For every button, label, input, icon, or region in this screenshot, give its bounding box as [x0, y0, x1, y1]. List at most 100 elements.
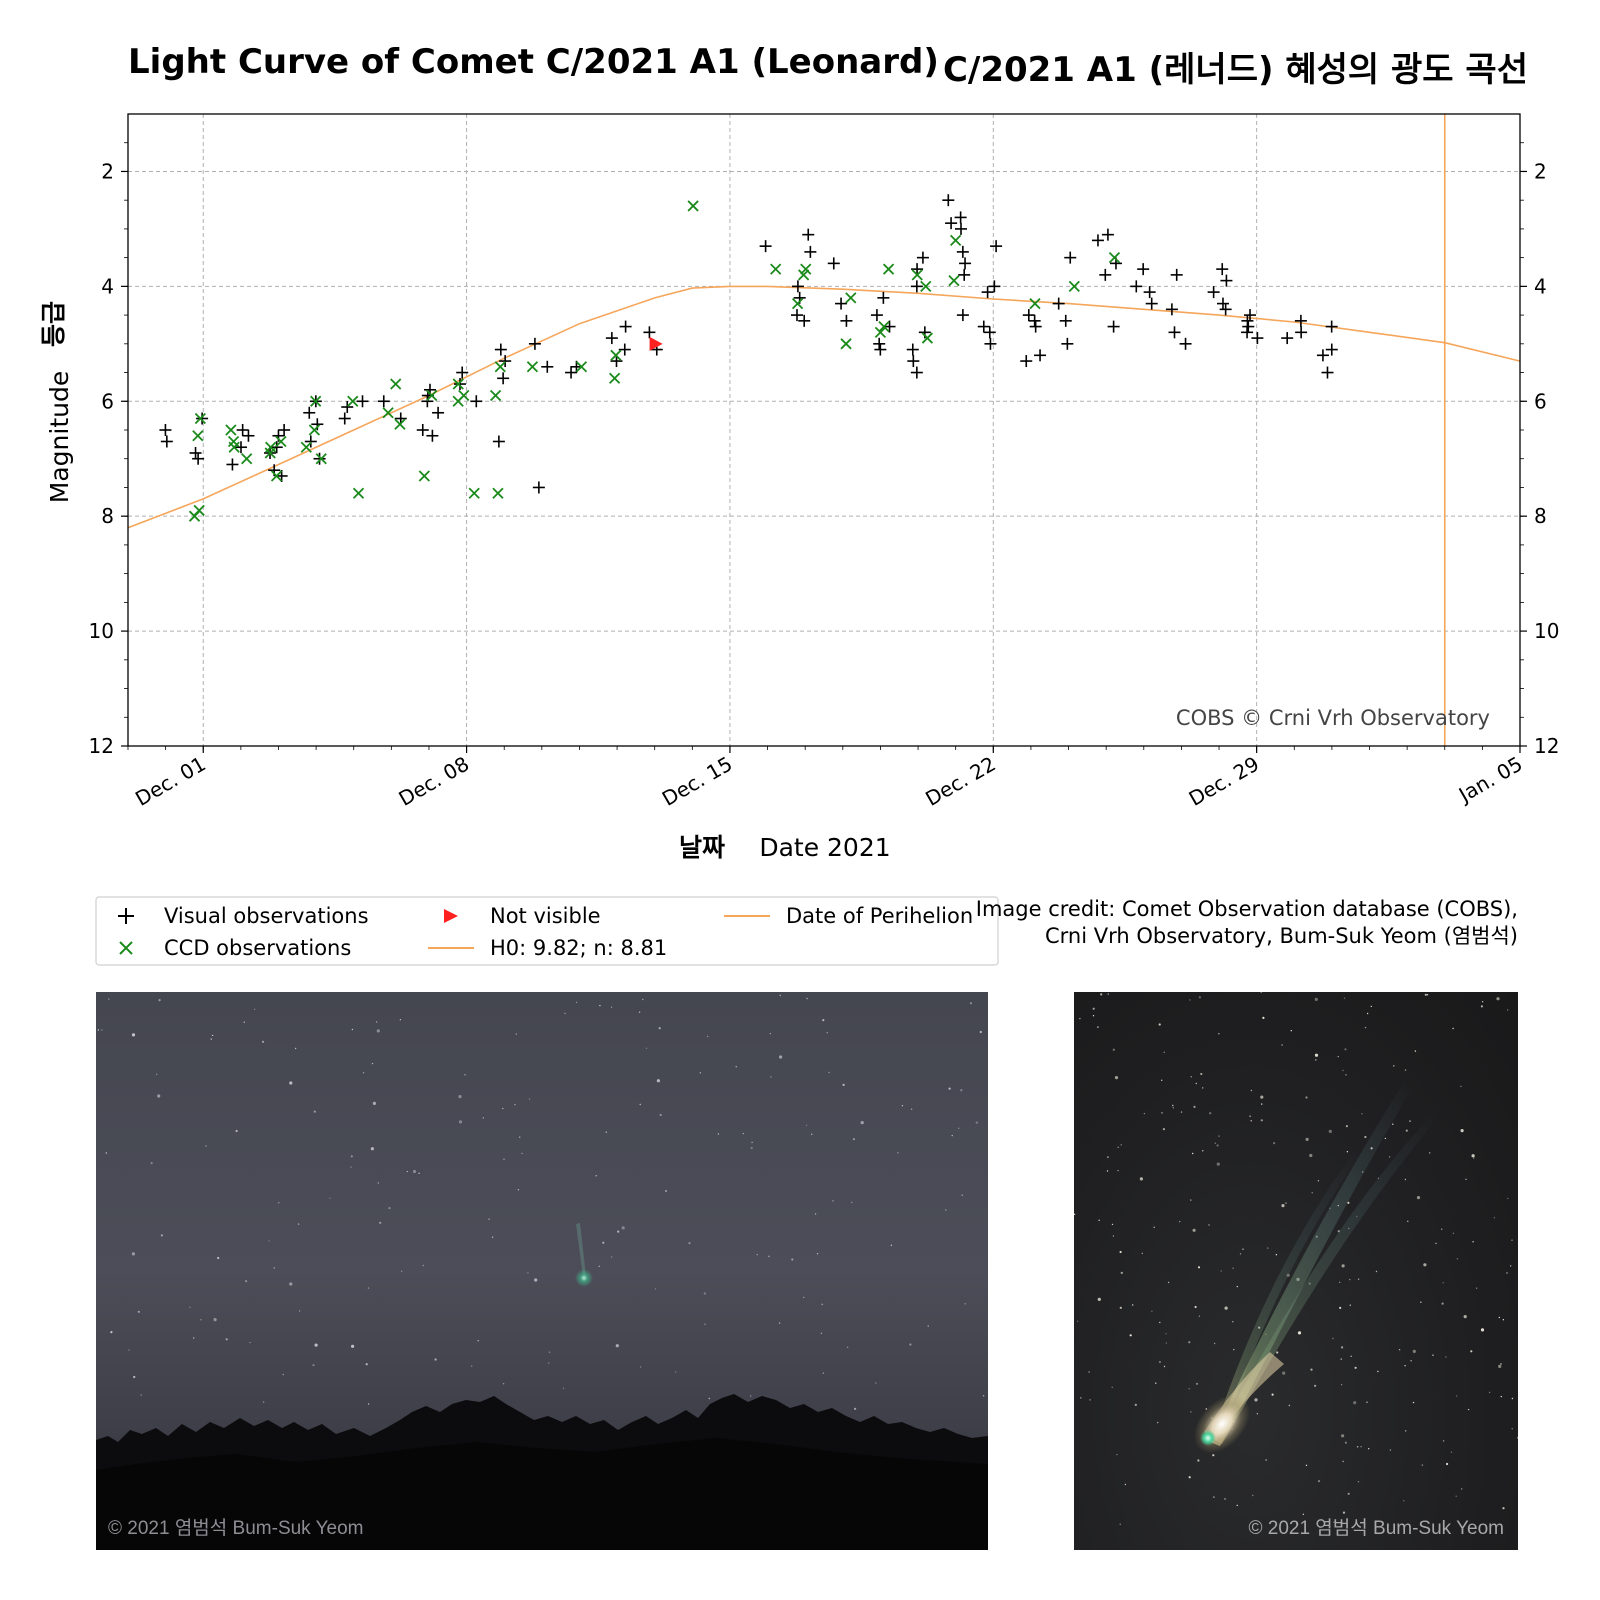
star	[1200, 1072, 1203, 1076]
star	[1460, 1085, 1462, 1088]
visual-observation-point	[1137, 263, 1150, 276]
star	[1290, 1030, 1292, 1032]
visual-observation-point	[910, 280, 923, 293]
star	[1172, 1104, 1174, 1107]
credit-line-1: Image credit: Comet Observation database…	[975, 897, 1518, 921]
ccd-observation-point	[770, 263, 782, 275]
star	[639, 1366, 642, 1368]
star	[756, 1254, 758, 1256]
star	[1179, 1220, 1181, 1223]
star	[1480, 1005, 1483, 1008]
x-tick-label: Dec. 08	[395, 752, 474, 811]
star	[1079, 1017, 1081, 1020]
ccd-observation-point	[265, 441, 277, 453]
star	[388, 1207, 391, 1210]
visual-observation-point	[341, 401, 354, 414]
star	[1189, 999, 1191, 1001]
star	[645, 1047, 648, 1049]
credit-line-2: Crni Vrh Observatory, Bum-Suk Yeom (염범석)	[1044, 924, 1518, 948]
legend: Visual observations CCD observations Not…	[95, 896, 999, 966]
visual-observation-point	[454, 378, 467, 391]
visual-observation-point	[804, 245, 817, 258]
ccd-marker-b	[452, 378, 464, 390]
star	[951, 1134, 953, 1137]
ccd-marker-b	[949, 234, 962, 247]
ccd-observation-point	[797, 269, 810, 281]
star	[1158, 1360, 1161, 1364]
visual-observation-point	[618, 343, 631, 356]
star	[1442, 1282, 1444, 1284]
star	[97, 1029, 100, 1031]
star	[842, 1083, 845, 1086]
star	[1507, 1009, 1509, 1011]
visual-observation-point	[1145, 297, 1158, 310]
visual-observation-point	[916, 251, 929, 264]
star	[1208, 1224, 1210, 1226]
visual-observation-point	[1241, 326, 1254, 339]
star	[312, 1364, 315, 1367]
star	[979, 1030, 982, 1034]
star	[1470, 1350, 1473, 1353]
star	[1097, 1297, 1101, 1301]
star	[778, 1322, 781, 1324]
ccd-marker-b	[270, 470, 283, 482]
visual-observation-point	[981, 286, 994, 299]
visual-observation-point	[911, 263, 924, 276]
star	[1163, 1365, 1166, 1368]
star	[1317, 1180, 1320, 1182]
x-tick-label: Dec. 22	[921, 752, 1000, 811]
star	[101, 1029, 103, 1031]
star	[1132, 1304, 1134, 1306]
star	[1456, 1258, 1459, 1260]
visual-observation-point	[1034, 349, 1047, 362]
star	[1429, 1152, 1431, 1154]
star	[1435, 1242, 1437, 1245]
star	[1500, 1395, 1502, 1398]
ccd-observation-point	[452, 395, 464, 407]
star	[1119, 1306, 1122, 1309]
ccd-marker-b	[418, 470, 430, 482]
visual-observation-point	[1165, 303, 1178, 316]
star	[1159, 1321, 1161, 1324]
visual-observation-point	[827, 257, 840, 270]
star	[1153, 1226, 1155, 1228]
star	[1309, 1153, 1313, 1158]
star	[1202, 1087, 1204, 1089]
star	[769, 1032, 772, 1035]
star	[1112, 1048, 1115, 1051]
star	[1511, 1397, 1514, 1400]
star	[1165, 1342, 1167, 1344]
star	[1111, 1386, 1113, 1388]
star	[225, 1338, 228, 1341]
visual-observation-point	[1091, 234, 1104, 247]
star	[595, 1175, 597, 1177]
star	[1350, 1355, 1352, 1357]
star	[1236, 1504, 1238, 1507]
star	[806, 997, 808, 1000]
star	[313, 1110, 316, 1113]
star	[1410, 1360, 1412, 1362]
star	[1341, 1264, 1345, 1268]
star	[1134, 1403, 1137, 1406]
star	[376, 1029, 380, 1033]
star	[1089, 1399, 1091, 1401]
ccd-observation-point	[840, 338, 852, 350]
visual-observation-point	[791, 280, 804, 293]
legend-label-perihelion: Date of Perihelion	[786, 904, 973, 928]
star	[1276, 1351, 1279, 1354]
star	[704, 1323, 706, 1325]
ccd-marker-b	[882, 263, 895, 275]
star	[1421, 1464, 1424, 1466]
star	[527, 1272, 529, 1274]
star	[1190, 1076, 1192, 1078]
star	[1493, 1217, 1496, 1219]
star	[351, 1344, 355, 1348]
model-curve-layer	[127, 114, 1521, 746]
star	[1195, 1382, 1199, 1385]
star	[1214, 1142, 1216, 1144]
star	[1356, 1446, 1359, 1448]
ccd-observation-point	[270, 470, 283, 482]
star	[471, 1365, 473, 1367]
visual-observation-point	[313, 452, 326, 465]
ccd-observation-point	[310, 395, 322, 407]
